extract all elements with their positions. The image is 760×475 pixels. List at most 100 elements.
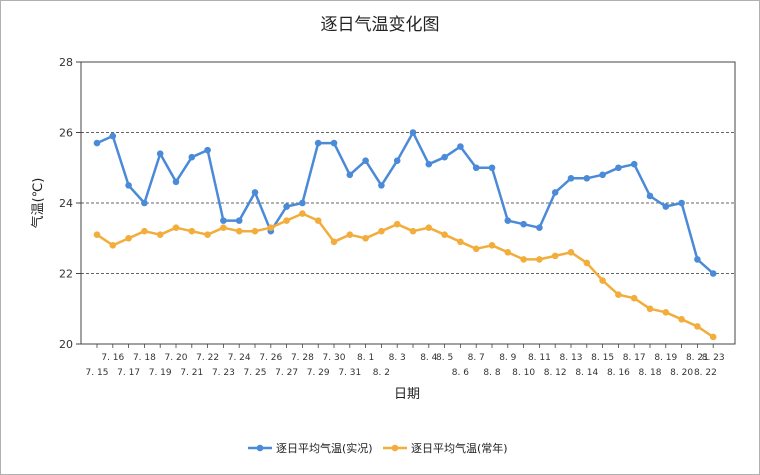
data-point bbox=[251, 189, 259, 196]
data-point bbox=[204, 231, 211, 239]
data-point bbox=[299, 199, 306, 207]
data-point bbox=[314, 217, 322, 224]
data-point bbox=[220, 224, 227, 231]
x-tick-label: 7. 20 bbox=[165, 353, 188, 363]
x-tick-label: 8. 20 bbox=[670, 368, 693, 378]
data-point bbox=[457, 143, 464, 150]
x-tick-label: 7. 23 bbox=[212, 368, 235, 378]
data-point bbox=[630, 294, 638, 302]
data-point bbox=[709, 270, 717, 277]
x-axis-ticks: 7. 16 7. 18 7. 20 7. 22 7. 24 7. 26 7. 28 7. 30… bbox=[86, 344, 725, 378]
y-tick-label: 22 bbox=[59, 268, 73, 281]
data-point bbox=[504, 249, 512, 256]
data-point bbox=[678, 316, 685, 323]
data-point bbox=[551, 252, 559, 260]
data-point bbox=[125, 234, 132, 242]
data-point bbox=[694, 323, 701, 330]
data-point bbox=[646, 192, 654, 200]
series-line-1 bbox=[96, 131, 715, 275]
data-point bbox=[141, 227, 148, 235]
x-tick-label: 7. 15 bbox=[86, 368, 109, 378]
x-tick-label: 7. 25 bbox=[244, 368, 267, 378]
y-axis-title: 气温(℃) bbox=[30, 178, 46, 229]
y-tick-label: 28 bbox=[59, 56, 73, 69]
data-point bbox=[125, 182, 132, 189]
data-point bbox=[267, 224, 275, 231]
x-tick-label: 8. 6 bbox=[452, 368, 469, 378]
data-point bbox=[156, 150, 164, 157]
x-tick-label: 7. 18 bbox=[133, 353, 156, 363]
data-point bbox=[425, 160, 433, 168]
data-point bbox=[441, 231, 448, 239]
x-tick-label: 8. 5 bbox=[436, 353, 453, 363]
data-point bbox=[346, 231, 354, 239]
data-point bbox=[156, 231, 164, 239]
x-tick-label: 8. 19 bbox=[654, 353, 677, 363]
x-tick-label: 8. 11 bbox=[528, 353, 551, 363]
data-point bbox=[109, 242, 117, 249]
data-point bbox=[520, 220, 527, 228]
y-axis-ticks: 20 22 24 26 28 bbox=[59, 56, 81, 351]
data-point bbox=[536, 224, 543, 231]
data-point bbox=[536, 256, 543, 263]
x-tick-label: 8. 16 bbox=[607, 368, 630, 378]
data-point bbox=[172, 178, 180, 186]
data-point bbox=[583, 259, 591, 267]
x-tick-label: 8. 3 bbox=[389, 353, 406, 363]
data-point bbox=[409, 227, 417, 235]
data-point bbox=[567, 175, 575, 182]
data-point bbox=[409, 129, 417, 136]
legend: 逐日平均气温(实况) 逐日平均气温(常年) bbox=[248, 441, 508, 455]
data-point bbox=[583, 175, 591, 182]
x-tick-label: 8. 15 bbox=[591, 353, 614, 363]
x-tick-label: 7. 27 bbox=[275, 368, 298, 378]
data-point bbox=[472, 164, 480, 172]
x-tick-label: 7. 22 bbox=[196, 353, 219, 363]
data-point bbox=[694, 256, 701, 263]
x-tick-label: 7. 17 bbox=[117, 368, 140, 378]
x-tick-label: 8. 12 bbox=[544, 368, 567, 378]
data-point bbox=[599, 277, 606, 284]
data-point bbox=[378, 227, 385, 235]
data-point bbox=[551, 189, 559, 196]
x-tick-label: 7. 30 bbox=[323, 353, 346, 363]
data-point bbox=[109, 132, 117, 140]
data-point bbox=[678, 199, 685, 207]
data-point bbox=[283, 203, 290, 210]
x-tick-label: 8. 9 bbox=[499, 353, 516, 363]
data-point bbox=[615, 291, 622, 298]
x-tick-label: 8. 13 bbox=[560, 353, 583, 363]
data-point bbox=[299, 210, 306, 217]
data-point bbox=[646, 305, 654, 313]
series-line-2 bbox=[96, 212, 714, 339]
legend-swatch-marker bbox=[391, 444, 399, 452]
data-point bbox=[488, 164, 496, 172]
data-point bbox=[141, 199, 148, 207]
x-tick-label: 8. 7 bbox=[468, 353, 485, 363]
data-point bbox=[520, 256, 527, 263]
legend-swatch-marker bbox=[256, 444, 264, 452]
x-tick-label: 7. 16 bbox=[101, 353, 124, 363]
x-tick-label: 7. 31 bbox=[338, 368, 361, 378]
gridlines bbox=[81, 132, 735, 274]
data-point bbox=[204, 146, 211, 154]
x-tick-label: 7. 29 bbox=[307, 368, 330, 378]
data-point bbox=[93, 139, 101, 147]
chart-title: 逐日气温变化图 bbox=[321, 15, 440, 35]
data-point bbox=[172, 224, 180, 231]
x-tick-label: 7. 21 bbox=[180, 368, 203, 378]
data-point bbox=[188, 227, 196, 235]
data-point bbox=[314, 139, 322, 147]
legend-entry: 逐日平均气温(常年) bbox=[411, 441, 508, 455]
data-point bbox=[504, 217, 512, 224]
data-point bbox=[330, 238, 338, 246]
data-point bbox=[567, 249, 575, 256]
data-point bbox=[235, 217, 243, 224]
y-tick-label: 20 bbox=[59, 338, 73, 351]
x-tick-label: 8. 17 bbox=[623, 353, 646, 363]
data-point bbox=[599, 171, 606, 179]
legend-entry: 逐日平均气温(实况) bbox=[276, 441, 373, 455]
data-point bbox=[393, 157, 401, 164]
y-tick-label: 24 bbox=[59, 197, 73, 210]
